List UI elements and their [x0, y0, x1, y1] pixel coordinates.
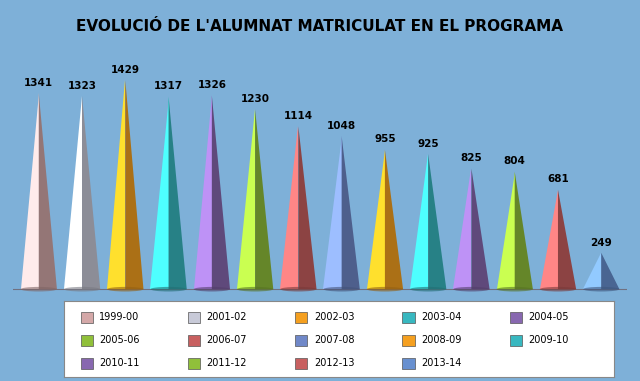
- Ellipse shape: [497, 287, 533, 291]
- Text: 681: 681: [547, 174, 569, 184]
- Polygon shape: [367, 150, 385, 289]
- Text: 1999-00: 1999-00: [99, 312, 140, 322]
- Polygon shape: [540, 190, 558, 289]
- Polygon shape: [497, 171, 515, 289]
- Text: 2003-04: 2003-04: [421, 312, 461, 322]
- FancyBboxPatch shape: [403, 312, 415, 323]
- Polygon shape: [298, 126, 317, 289]
- Text: 2005-06: 2005-06: [99, 335, 140, 345]
- Polygon shape: [64, 96, 82, 289]
- Text: 249: 249: [590, 238, 612, 248]
- FancyBboxPatch shape: [188, 358, 200, 369]
- Text: EVOLUCIÓ DE L'ALUMNAT MATRICULAT EN EL PROGRAMA: EVOLUCIÓ DE L'ALUMNAT MATRICULAT EN EL P…: [77, 19, 563, 34]
- Ellipse shape: [237, 287, 273, 291]
- Ellipse shape: [583, 287, 620, 291]
- Polygon shape: [583, 253, 601, 289]
- Polygon shape: [323, 136, 342, 289]
- FancyBboxPatch shape: [403, 358, 415, 369]
- Text: 1048: 1048: [327, 121, 356, 131]
- Polygon shape: [212, 95, 230, 289]
- FancyBboxPatch shape: [295, 312, 307, 323]
- Polygon shape: [515, 171, 533, 289]
- Polygon shape: [82, 96, 100, 289]
- Text: 2001-02: 2001-02: [207, 312, 247, 322]
- Text: 804: 804: [504, 157, 525, 166]
- Polygon shape: [39, 93, 57, 289]
- FancyBboxPatch shape: [403, 335, 415, 346]
- Ellipse shape: [540, 287, 576, 291]
- Polygon shape: [385, 150, 403, 289]
- Polygon shape: [125, 80, 143, 289]
- Text: 1429: 1429: [111, 65, 140, 75]
- Ellipse shape: [150, 287, 187, 291]
- Text: 2013-14: 2013-14: [421, 358, 461, 368]
- Text: 2006-07: 2006-07: [207, 335, 247, 345]
- Ellipse shape: [410, 287, 446, 291]
- Polygon shape: [194, 95, 212, 289]
- Text: 2011-12: 2011-12: [207, 358, 247, 368]
- Text: 955: 955: [374, 134, 396, 144]
- FancyBboxPatch shape: [188, 312, 200, 323]
- Text: 2008-09: 2008-09: [421, 335, 461, 345]
- Polygon shape: [601, 253, 620, 289]
- Text: 1114: 1114: [284, 111, 313, 121]
- Polygon shape: [453, 168, 472, 289]
- Ellipse shape: [64, 287, 100, 291]
- Text: 925: 925: [417, 139, 439, 149]
- Text: 2004-05: 2004-05: [529, 312, 569, 322]
- Text: 2007-08: 2007-08: [314, 335, 355, 345]
- Ellipse shape: [280, 287, 317, 291]
- Ellipse shape: [453, 287, 490, 291]
- Polygon shape: [20, 93, 39, 289]
- Ellipse shape: [367, 287, 403, 291]
- Ellipse shape: [323, 287, 360, 291]
- FancyBboxPatch shape: [510, 335, 522, 346]
- Polygon shape: [237, 109, 255, 289]
- Text: 2012-13: 2012-13: [314, 358, 355, 368]
- Text: 1326: 1326: [197, 80, 227, 90]
- Text: 1230: 1230: [241, 94, 269, 104]
- Ellipse shape: [107, 287, 143, 291]
- Polygon shape: [428, 154, 446, 289]
- Text: 2010-11: 2010-11: [99, 358, 140, 368]
- FancyBboxPatch shape: [295, 358, 307, 369]
- Text: 2009-10: 2009-10: [529, 335, 569, 345]
- FancyBboxPatch shape: [188, 335, 200, 346]
- Text: 1317: 1317: [154, 82, 183, 91]
- Polygon shape: [150, 97, 168, 289]
- Polygon shape: [558, 190, 576, 289]
- Ellipse shape: [20, 287, 57, 291]
- FancyBboxPatch shape: [81, 335, 93, 346]
- FancyBboxPatch shape: [81, 312, 93, 323]
- FancyBboxPatch shape: [295, 335, 307, 346]
- Polygon shape: [280, 126, 298, 289]
- Text: 1341: 1341: [24, 78, 53, 88]
- Polygon shape: [342, 136, 360, 289]
- Ellipse shape: [194, 287, 230, 291]
- Polygon shape: [107, 80, 125, 289]
- FancyBboxPatch shape: [510, 312, 522, 323]
- Polygon shape: [472, 168, 490, 289]
- Polygon shape: [410, 154, 428, 289]
- FancyBboxPatch shape: [81, 358, 93, 369]
- Polygon shape: [255, 109, 273, 289]
- Polygon shape: [168, 97, 187, 289]
- Text: 1323: 1323: [68, 80, 97, 91]
- Text: 2002-03: 2002-03: [314, 312, 355, 322]
- Text: 825: 825: [461, 153, 483, 163]
